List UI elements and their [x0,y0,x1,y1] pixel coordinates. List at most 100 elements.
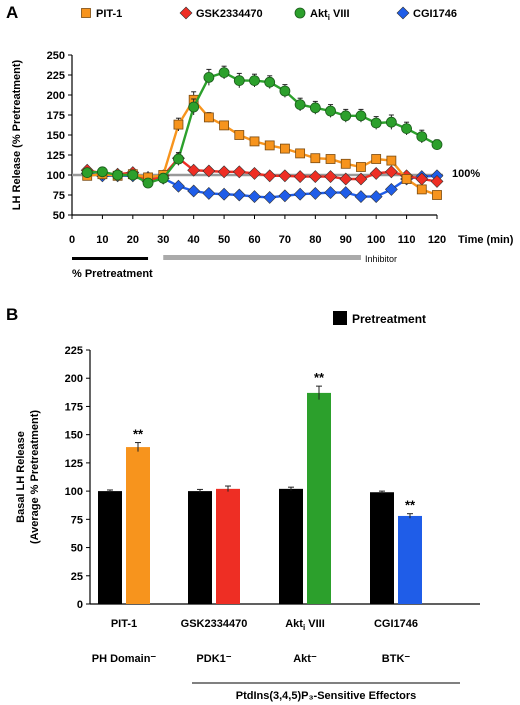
data-point-gsk2334470 [339,172,353,186]
panel-a-x-tick-label: 0 [69,234,75,246]
legend-label-cgi1746: CGI1746 [413,8,457,20]
data-point-cgi1746 [354,190,368,204]
panel-a-x-tick-label: 120 [428,234,446,246]
data-point-cgi1746 [232,188,246,202]
data-point-pit-1 [310,153,321,164]
data-point-akt-viii [97,166,108,178]
data-point-akt-viii [233,75,245,86]
data-point-pit-1 [416,184,427,195]
data-point-pit-1 [173,119,184,130]
data-point-cgi1746 [384,182,398,196]
data-point-gsk2334470 [324,170,337,184]
data-point-cgi1746 [293,187,307,201]
data-point-cgi1746 [278,189,292,203]
timeline-bar-inhibitor [163,255,361,260]
panel-b-label: B [6,305,18,324]
data-point-gsk2334470 [217,165,231,179]
data-point-gsk2334470 [248,166,261,180]
legend-marker-gsk2334470 [179,6,193,20]
data-point-pit-1 [401,174,412,184]
data-point-akt-viii [173,153,184,165]
panel-a-x-tick-label: 20 [127,234,139,246]
data-point-pit-1 [234,130,245,140]
data-point-akt-viii [188,101,200,113]
panel-a-legend: PIT-1 GSK2334470 Akti VIII CGI1746 [81,6,457,22]
legend-label-akt-viii: Akti VIII [310,8,350,22]
data-point-cgi1746 [187,184,201,198]
data-point-akt-viii [309,102,321,114]
panel-b-bars: ** ** ** [98,370,422,604]
data-point-cgi1746 [263,190,277,204]
data-point-pit-1 [432,190,442,200]
bar-pretreatment [188,491,212,604]
data-point-pit-1 [371,154,382,164]
data-point-gsk2334470 [293,170,307,184]
data-point-akt-viii [325,105,336,117]
panel-b-y-tick-label: 200 [65,373,83,385]
data-point-gsk2334470 [384,165,398,179]
group-target-akt-viii: Akt⁻ [293,653,317,665]
panel-a-x-tick-label: 30 [157,234,169,246]
group-label-cgi1746: CGI1746 [374,618,418,630]
series-akt-viii [81,65,443,189]
timeline-label-inhibitor: Inhibitor [365,254,397,264]
group-label-pit-1: PIT-1 [111,618,137,630]
data-point-akt-viii [81,167,93,179]
panel-b-y-tick-label: 0 [77,599,83,611]
bar-treatment-cgi1746 [398,515,422,604]
panel-b-y-tick-label: 50 [71,543,83,555]
panel-b-y-tick-label: 75 [71,514,83,526]
data-point-akt-viii [370,117,382,129]
bar-pretreatment [279,488,303,604]
data-point-cgi1746 [339,186,353,200]
data-point-cgi1746 [172,179,185,193]
data-point-gsk2334470 [263,169,277,183]
bar-treatment-gsk2334470 [216,488,240,604]
group-target-cgi1746: BTK⁻ [382,653,411,665]
panel-a-y-tick-label: 225 [47,70,65,82]
panel-a-plot-area [72,65,444,204]
data-point-cgi1746 [248,190,261,204]
data-point-cgi1746 [369,190,383,204]
panel-a-y-axis-label: LH Release (% Pretreatment) [11,59,23,210]
data-point-gsk2334470 [430,174,444,188]
panel-b-y-axis-label-line1: Basal LH Release [15,431,27,523]
group-label-akt-viii: Akti VIII [285,618,325,632]
legend-swatch-pretreatment [333,311,347,325]
panel-b-y-tick-label: 175 [65,401,83,413]
data-point-gsk2334470 [369,166,383,180]
data-point-gsk2334470 [278,169,292,183]
bar-group-cgi1746: ** [370,490,422,604]
legend-label-gsk2334470: GSK2334470 [196,8,263,20]
bar-pretreatment [370,492,394,604]
data-point-cgi1746 [202,186,216,200]
panel-b-y-tick-label: 150 [65,430,83,442]
bar-group-pit-1: ** [98,427,150,604]
legend-label-pretreatment: Pretreatment [352,312,426,326]
data-point-akt-viii [294,99,306,110]
panel-a-y-tick-label: 175 [47,110,65,122]
panel-a-x-tick-label: 50 [218,234,230,246]
series-line-pit-1 [87,97,438,197]
panel-a-x-tick-label: 10 [96,234,108,246]
series-pit-1 [82,91,442,200]
data-point-gsk2334470 [308,170,322,184]
data-point-pit-1 [325,154,336,164]
panel-a-x-tick-label: 40 [188,234,200,246]
data-point-pit-1 [219,120,229,131]
data-point-pit-1 [280,143,290,154]
effectors-footer-label: PtdIns(3,4,5)P₃-Sensitive Effectors [236,690,417,702]
data-point-akt-viii [127,169,139,181]
panel-a-y-tick-label: 150 [47,130,65,142]
data-point-akt-viii [112,169,124,181]
data-point-gsk2334470 [202,164,216,178]
panel-a-x-tick-label: 90 [340,234,352,246]
data-point-gsk2334470 [354,172,368,186]
data-point-gsk2334470 [187,163,201,177]
data-point-cgi1746 [217,187,231,201]
data-point-akt-viii [203,72,215,83]
legend-label-pit-1: PIT-1 [96,8,122,20]
significance-marker: ** [133,427,144,442]
data-point-cgi1746 [324,186,337,200]
data-point-akt-viii [142,177,154,189]
